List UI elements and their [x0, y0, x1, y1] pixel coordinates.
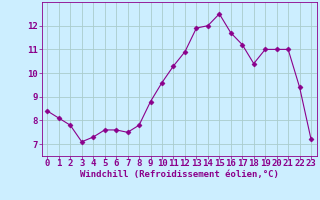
X-axis label: Windchill (Refroidissement éolien,°C): Windchill (Refroidissement éolien,°C) — [80, 170, 279, 179]
